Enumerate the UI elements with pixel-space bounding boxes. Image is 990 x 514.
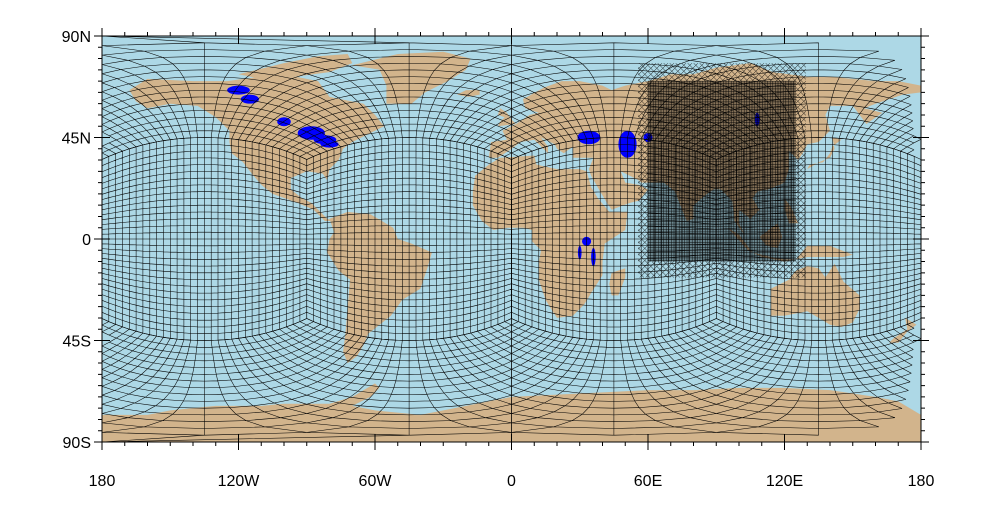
lake — [227, 85, 250, 95]
land-north-america — [129, 76, 385, 221]
refined-grid-region — [638, 63, 806, 278]
mesh-panel — [102, 318, 921, 442]
lon-tick-label: 0 — [507, 473, 516, 490]
grid-mesh — [102, 36, 921, 442]
lon-tick-label: 60E — [634, 473, 662, 490]
land-canadian-archipelago — [238, 54, 353, 79]
land-madagascar — [609, 268, 626, 296]
land-new-zealand — [889, 317, 917, 343]
axis-labels: 180 120W 60W 0 60E 120E 180 90N 45N 0 45S 90S — [62, 29, 935, 490]
axis-ticks — [94, 28, 929, 450]
lake — [577, 130, 601, 145]
lon-tick-label: 180 — [908, 473, 935, 490]
lat-tick-label: 45S — [63, 334, 91, 351]
land-australia — [770, 263, 860, 327]
mesh-panel — [102, 36, 921, 160]
land-japan — [807, 137, 842, 170]
land-eurasia — [488, 63, 921, 237]
lon-tick-label: 120W — [218, 473, 261, 490]
mesh-panel — [716, 137, 921, 341]
land-south-america — [327, 211, 432, 364]
land-iceland — [456, 90, 480, 97]
lake — [240, 94, 259, 104]
lon-tick-label: 120E — [766, 473, 803, 490]
land-greenland — [352, 51, 471, 104]
land-indonesia — [727, 227, 853, 262]
lat-tick-label: 0 — [82, 232, 91, 249]
refined-shade — [648, 81, 796, 262]
lon-tick-label: 180 — [89, 473, 116, 490]
lat-tick-label: 90N — [62, 29, 91, 46]
lake — [320, 140, 339, 148]
lon-tick-label: 60W — [359, 473, 393, 490]
refined-mesh — [647, 80, 796, 262]
lat-tick-label: 90S — [63, 435, 91, 452]
mesh-panel — [102, 137, 307, 341]
lat-tick-label: 45N — [62, 131, 91, 148]
mesh-panel — [306, 137, 512, 341]
tick-marks — [94, 28, 929, 450]
